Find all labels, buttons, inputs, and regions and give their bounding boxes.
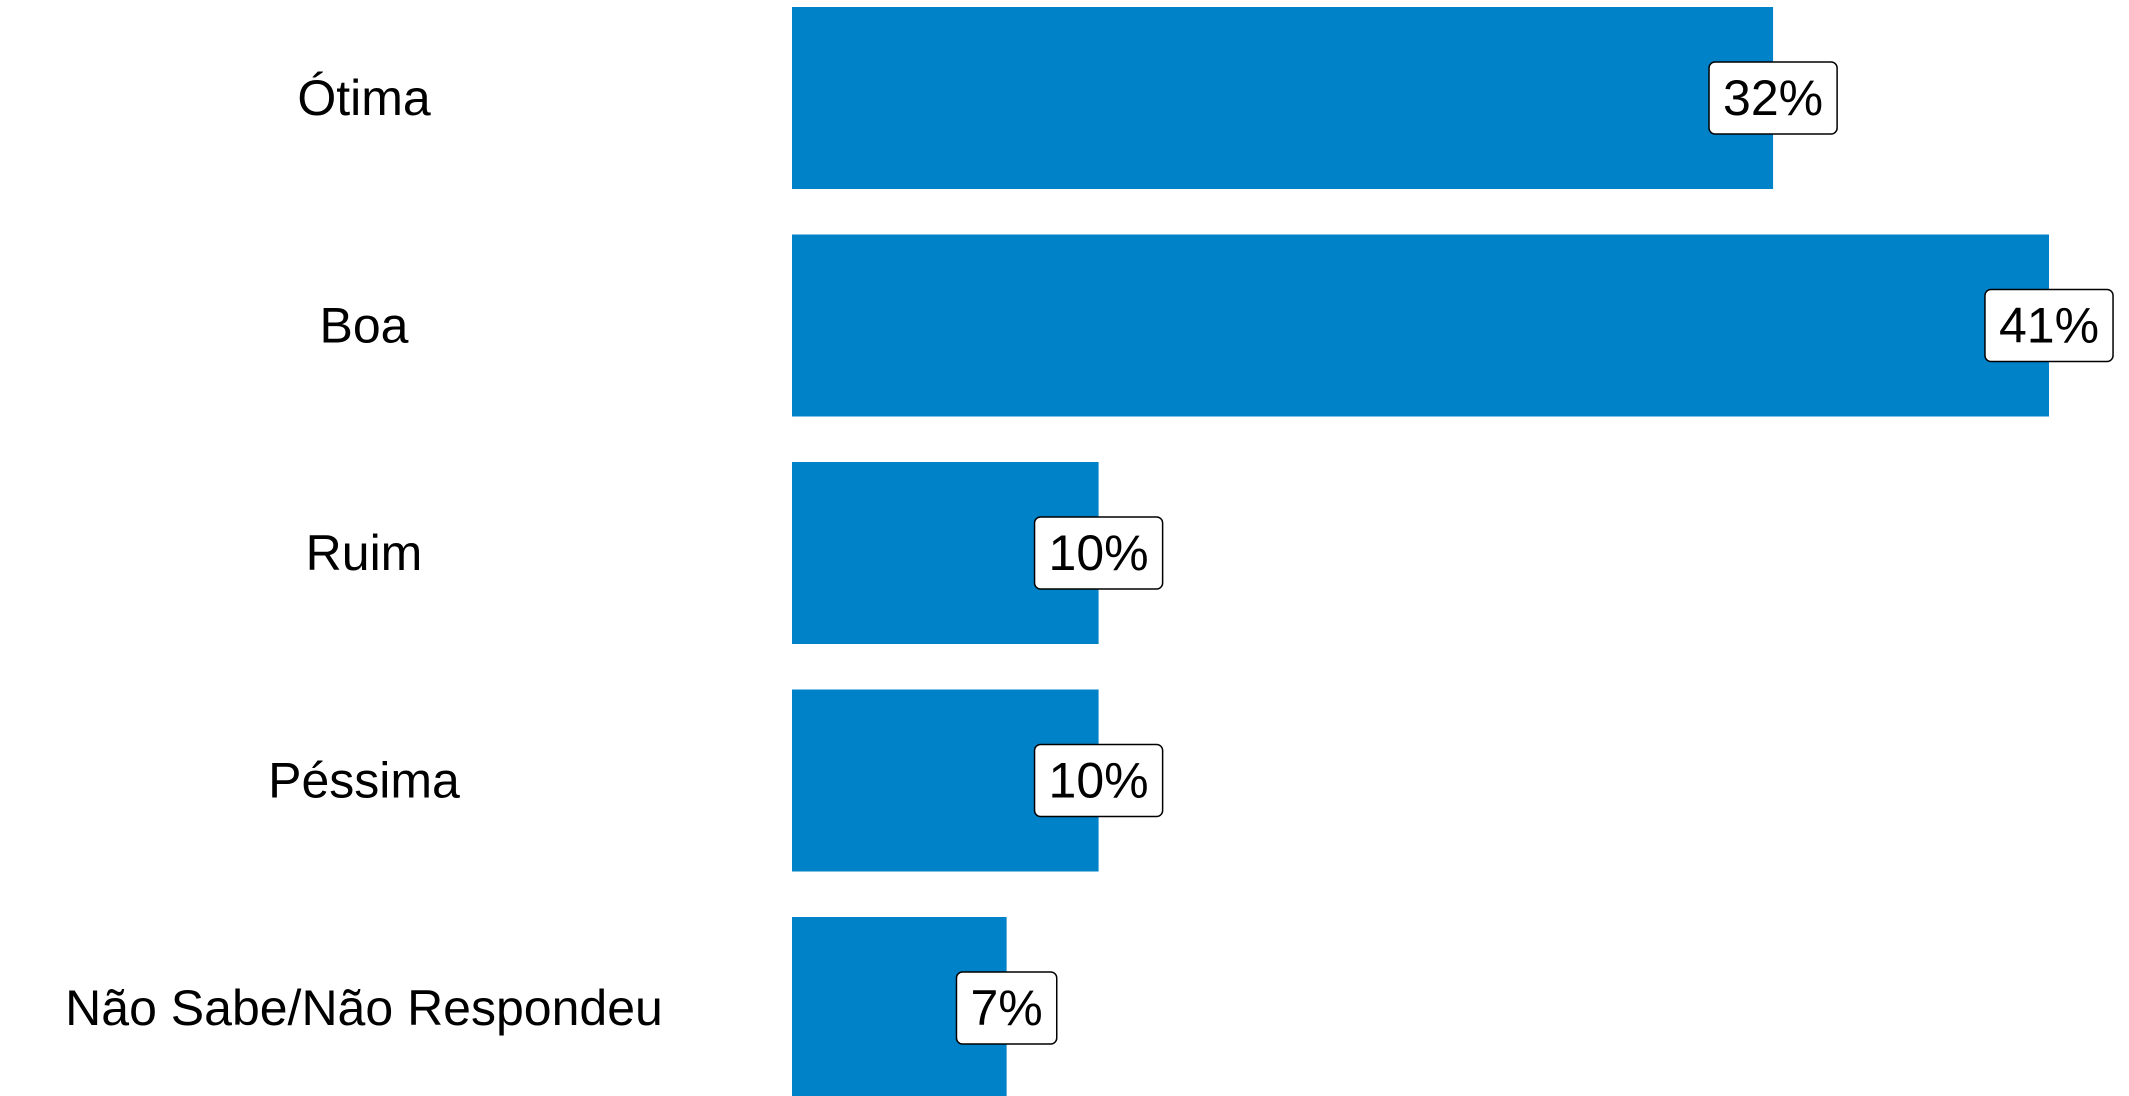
category-label: Péssima [268,753,460,809]
data-label: 7% [970,980,1042,1036]
data-label-box [1708,61,1838,135]
data-label: 10% [1049,525,1149,581]
category-label: Ótima [297,70,431,126]
data-label: 10% [1049,753,1149,809]
data-label-box [1984,288,2114,363]
bar [792,234,2049,417]
category-label: Ruim [306,525,423,581]
data-label: 41% [1999,298,2099,354]
data-label-box [1033,516,1164,590]
category-label: Boa [320,298,409,354]
bar [792,7,1774,189]
data-label-box [955,971,1058,1045]
data-label: 32% [1723,70,1823,126]
data-label-box [1033,743,1164,818]
category-label: Não Sabe/Não Respondeu [65,980,663,1036]
